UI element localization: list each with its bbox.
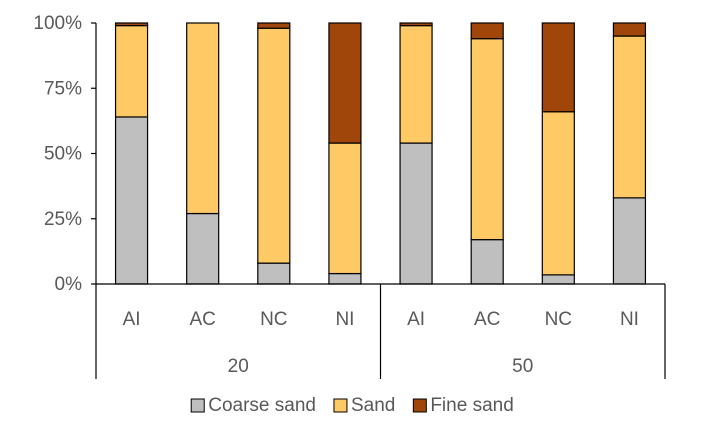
bar-segment-coarse-sand-0 — [114, 116, 149, 285]
x-category-label: AC — [474, 309, 500, 330]
x-group-label: 20 — [228, 356, 249, 377]
bar-segment-fine-sand-0 — [114, 22, 149, 27]
bar-segment-fine-sand-6 — [541, 22, 575, 113]
legend: Coarse sand Sand Fine sand — [190, 395, 514, 416]
bar-segment-fine-sand-7 — [612, 22, 647, 37]
legend-swatch-coarse-sand — [190, 398, 205, 413]
bar-segment-sand-5 — [470, 38, 504, 241]
labels-layer: 0% 25% 50% 75% 100% AI AC NC NI 20 AI AC NC NI 50 — [33, 13, 639, 377]
y-tick-label: 0% — [55, 274, 83, 295]
bar-segment-coarse-sand-5 — [470, 239, 504, 285]
bar-segment-coarse-sand-3 — [328, 272, 362, 285]
bar-segment-fine-sand-2 — [257, 22, 291, 29]
y-tick-label: 75% — [44, 78, 82, 99]
x-category-label: AI — [407, 309, 425, 330]
bars-layer — [114, 22, 647, 285]
bar-segment-sand-4 — [399, 25, 433, 144]
x-category-label: AI — [123, 309, 141, 330]
bar-segment-sand-1 — [186, 22, 220, 215]
bar-segment-sand-0 — [114, 25, 149, 118]
bar-segment-fine-sand-4 — [399, 22, 433, 27]
bar-segment-fine-sand-5 — [470, 22, 504, 40]
x-group-label: 50 — [512, 356, 533, 377]
legend-label-fine-sand: Fine sand — [430, 395, 513, 416]
x-category-label: NI — [335, 309, 354, 330]
bar-segment-sand-2 — [257, 27, 291, 264]
x-category-label: NI — [620, 309, 639, 330]
bar-segment-coarse-sand-6 — [541, 274, 575, 285]
bar-segment-coarse-sand-7 — [612, 197, 647, 285]
bar-segment-sand-3 — [328, 142, 362, 275]
y-tick-label: 25% — [44, 209, 82, 230]
bar-segment-coarse-sand-2 — [257, 262, 291, 285]
bar-segment-fine-sand-3 — [328, 22, 362, 144]
legend-label-coarse-sand: Coarse sand — [208, 395, 316, 416]
legend-label-sand: Sand — [351, 395, 395, 416]
axes-layer — [91, 22, 666, 379]
legend-swatch-sand — [333, 398, 348, 413]
bar-segment-coarse-sand-1 — [186, 212, 220, 285]
x-category-label: NC — [260, 309, 287, 330]
x-category-label: NC — [545, 309, 572, 330]
bar-segment-sand-6 — [541, 111, 575, 276]
y-tick-label: 50% — [44, 144, 82, 165]
legend-swatch-fine-sand — [412, 398, 427, 413]
x-category-label: AC — [189, 309, 215, 330]
y-tick-label: 100% — [33, 13, 82, 34]
bar-segment-coarse-sand-4 — [399, 142, 433, 285]
bar-segment-sand-7 — [612, 35, 647, 199]
